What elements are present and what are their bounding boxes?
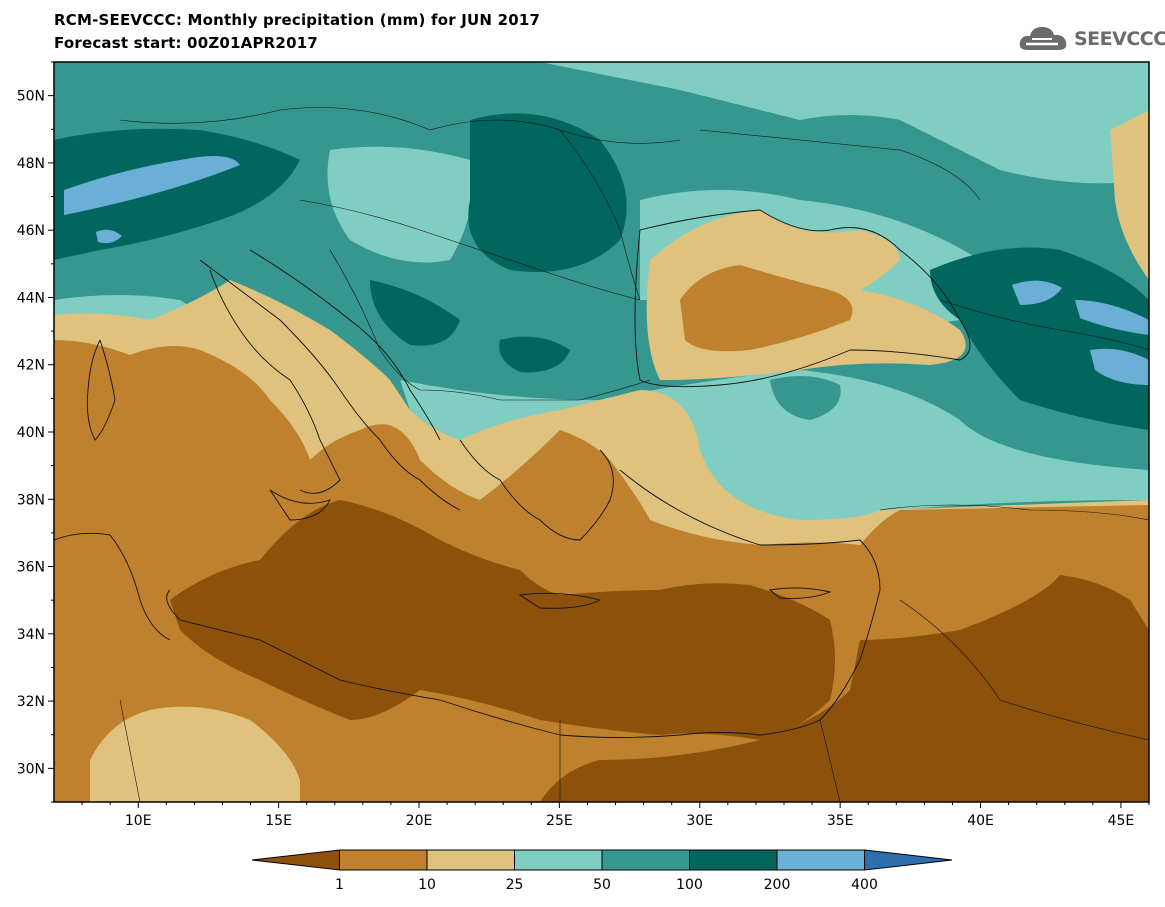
colorbar-swatch <box>251 849 340 871</box>
field-dark-core-alps <box>54 128 300 260</box>
sicily-coast <box>269 489 331 521</box>
lon-tick-label: 40E <box>967 813 994 829</box>
lon-tick-label: 25E <box>546 813 573 829</box>
field-light-teal-north <box>540 62 1149 184</box>
black-sea-coast <box>634 209 971 388</box>
border-caucasus <box>939 299 1149 351</box>
precipitation-field <box>54 62 1149 802</box>
colorbar-swatch <box>514 849 603 871</box>
africa-levant-coast <box>166 589 881 738</box>
colorbar-label: 10 <box>418 877 436 893</box>
field-blue-caucasus-3 <box>1090 348 1149 385</box>
field-blue-caucasus-1 <box>1012 280 1062 305</box>
field-dark-core-caucasus <box>930 247 1149 430</box>
lat-tick-label: 48N <box>17 156 45 172</box>
cloud-icon <box>1019 27 1067 50</box>
border-danube <box>299 199 641 301</box>
field-dark-core-balkans <box>370 280 460 346</box>
lat-tick-label: 44N <box>17 290 45 306</box>
field-dark-brown-east <box>540 575 1149 802</box>
colorbar-swatch <box>601 849 690 871</box>
colorbar-swatch <box>864 849 953 871</box>
logo-text: SEEVCCC <box>1074 28 1165 50</box>
field-orange-blacksea <box>680 265 853 352</box>
field-dark-core-bulgaria <box>499 336 570 373</box>
colorbar-label: 400 <box>851 877 878 893</box>
field-blue-alps <box>64 156 240 215</box>
colorbar-label: 1 <box>335 877 344 893</box>
border-turkey-syria <box>879 504 1149 521</box>
italy-east-coast <box>199 259 461 511</box>
sardinia-coast <box>86 339 116 441</box>
lat-tick-label: 30N <box>17 761 45 777</box>
colorbar-swatch <box>689 849 778 871</box>
lon-tick-label: 15E <box>265 813 292 829</box>
colorbar-label: 50 <box>593 877 611 893</box>
field-mid-teal-anatolia-spot <box>770 376 841 420</box>
border-arabia <box>899 599 1149 741</box>
border-egypt-israel <box>819 719 841 802</box>
greece-coast <box>459 439 614 541</box>
colorbar-label: 200 <box>764 877 791 893</box>
adriatic-coast <box>249 249 441 441</box>
field-light-teal-hungary <box>327 146 473 263</box>
colorbar: 1 10 25 50 100 200 400 <box>251 849 953 893</box>
colorbar-swatch <box>426 849 515 871</box>
lat-tick-label: 34N <box>17 627 45 643</box>
lat-tick-label: 32N <box>17 694 45 710</box>
border-romania-ukraine <box>559 129 641 301</box>
cyprus-coast <box>768 587 832 599</box>
field-tan-libya <box>90 706 300 802</box>
longitude-axis: 10E 15E 20E 25E 30E 35E 40E 45E <box>81 802 1150 829</box>
seevccc-logo: SEEVCCC <box>1018 22 1165 56</box>
italy-west-coast <box>209 269 341 494</box>
colorbar-label: 100 <box>676 877 703 893</box>
coastlines <box>54 209 971 738</box>
colorbar-label: 25 <box>506 877 524 893</box>
crete-coast <box>518 592 602 609</box>
lat-tick-label: 40N <box>17 425 45 441</box>
field-tan-east-edge <box>1110 110 1149 280</box>
chart-title: RCM-SEEVCCC: Monthly precipitation (mm) … <box>54 11 541 29</box>
colorbar-swatch <box>339 849 428 871</box>
field-blue-caucasus-2 <box>1075 300 1149 335</box>
lat-tick-label: 46N <box>17 223 45 239</box>
border-ukraine-russia <box>699 129 981 201</box>
anatolia-south-coast <box>619 469 881 591</box>
colorbar-swatch <box>776 849 865 871</box>
lon-tick-label: 30E <box>686 813 713 829</box>
country-borders <box>119 107 1149 802</box>
border-tunisia-libya <box>119 699 141 802</box>
field-dark-core-carpathian <box>468 113 627 272</box>
latitude-axis: 50N 48N 46N 44N 42N 40N 38N 36N 34N 32N 30N <box>17 61 54 803</box>
lat-tick-label: 38N <box>17 492 45 508</box>
lon-tick-label: 10E <box>125 813 152 829</box>
border-central-europe <box>119 107 681 144</box>
border-balkans <box>329 249 651 401</box>
lat-tick-label: 50N <box>17 89 45 105</box>
lon-tick-label: 20E <box>406 813 433 829</box>
forecast-start-label: Forecast start: 00Z01APR2017 <box>54 34 318 52</box>
lat-tick-label: 36N <box>17 560 45 576</box>
field-blue-alps-spot <box>96 229 122 244</box>
lon-tick-label: 35E <box>827 813 854 829</box>
field-dark-brown-med <box>170 500 835 740</box>
lon-tick-label: 45E <box>1108 813 1135 829</box>
lat-tick-label: 42N <box>17 358 45 374</box>
tunisia-coast <box>54 532 171 641</box>
